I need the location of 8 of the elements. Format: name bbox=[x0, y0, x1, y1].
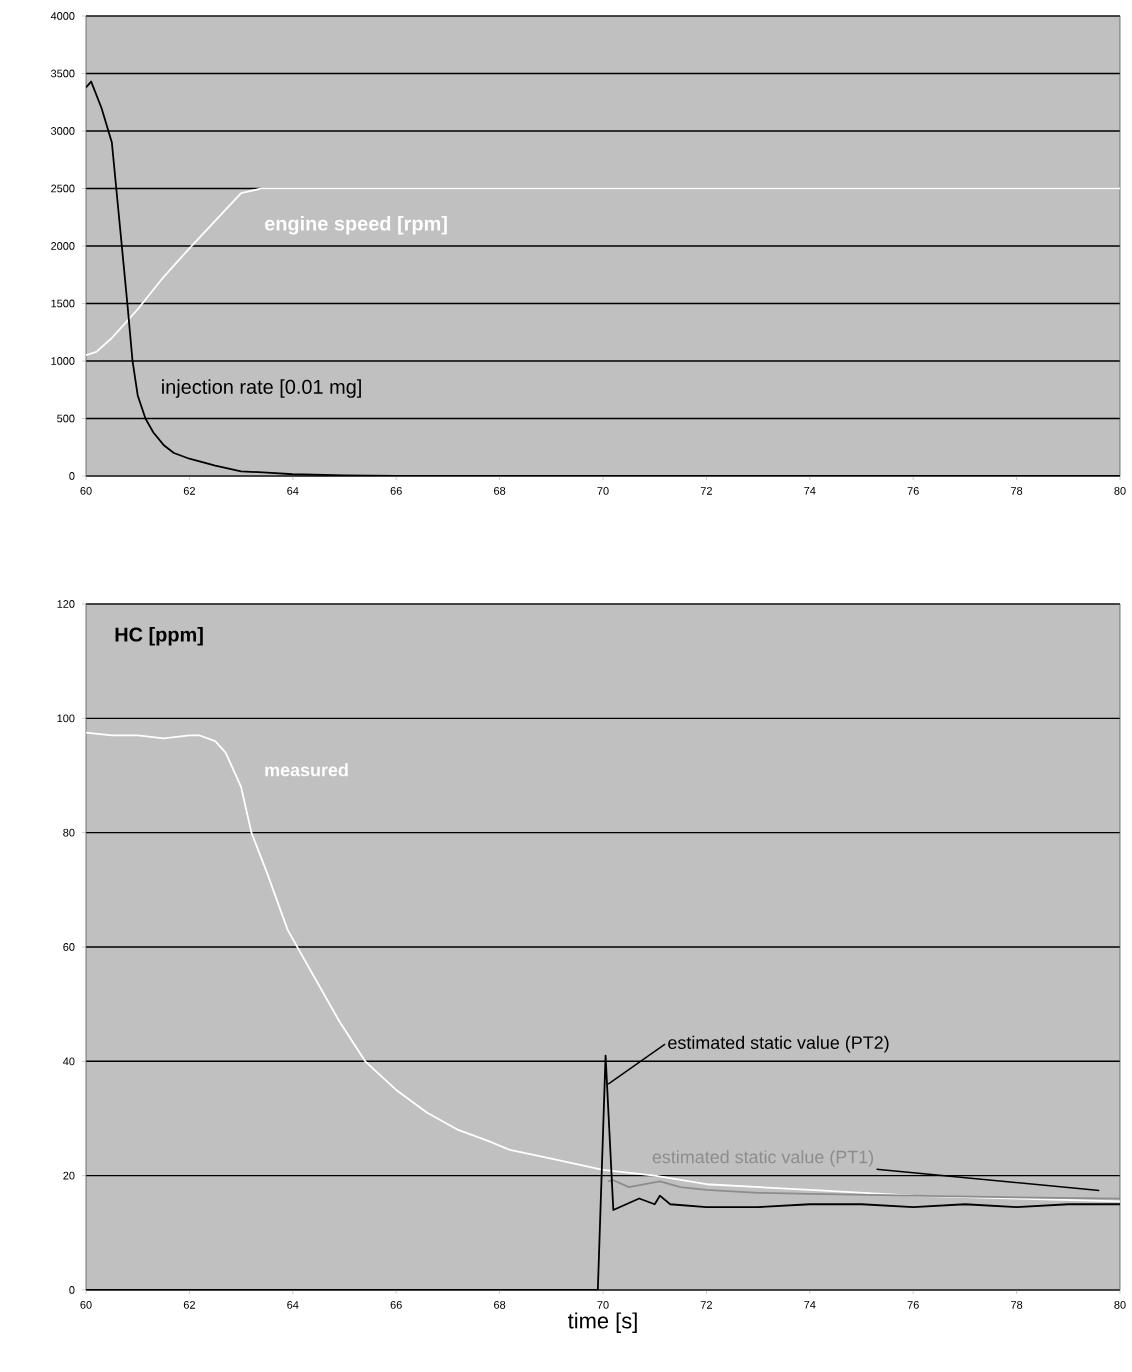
text: estimated static value (PT2) bbox=[667, 1035, 889, 1053]
series-label: injection rate [0.01 mg] bbox=[161, 379, 361, 398]
x-axis-title: time [s] bbox=[567, 1312, 637, 1333]
line-series bbox=[85, 731, 1120, 1203]
line-series bbox=[606, 1179, 1120, 1200]
series-label: engine speed [rpm] bbox=[264, 215, 447, 235]
text: HC [ppm] bbox=[115, 626, 203, 646]
series-label: measured bbox=[265, 763, 348, 777]
